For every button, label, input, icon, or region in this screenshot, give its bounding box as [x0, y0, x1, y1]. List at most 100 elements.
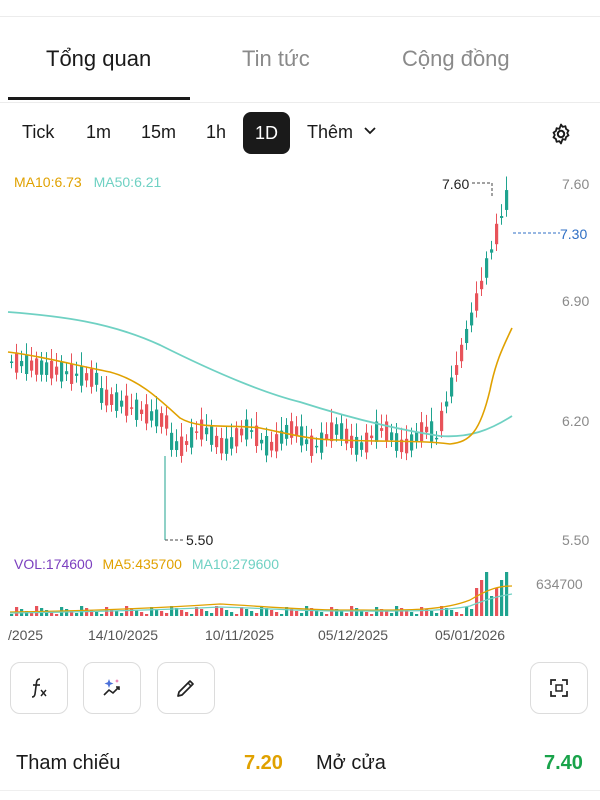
volume-bar: [120, 613, 124, 616]
indicator-function-button[interactable]: [10, 662, 68, 714]
candle-body: [200, 419, 204, 440]
candle-body: [450, 377, 454, 397]
tab-community[interactable]: Cộng đồng: [402, 46, 510, 71]
volume-bar: [150, 607, 154, 616]
volume-bar: [285, 607, 289, 616]
candle-body: [390, 432, 394, 441]
volume-bar: [320, 612, 324, 616]
candle-body: [405, 438, 409, 454]
fullscreen-button[interactable]: [530, 662, 588, 714]
candle-body: [20, 360, 24, 367]
candle-body: [30, 360, 34, 371]
volume-bar: [50, 612, 54, 616]
candle-body: [150, 411, 154, 421]
tab-overview[interactable]: Tổng quan: [46, 46, 152, 71]
candle-body: [125, 395, 129, 416]
candle-body: [255, 425, 259, 447]
volume-bar: [455, 612, 459, 616]
candle-body: [350, 435, 354, 448]
volume-bar: [215, 606, 219, 616]
candle-body: [285, 424, 289, 439]
candle-body: [105, 389, 109, 406]
volume-bar: [385, 611, 389, 616]
interval-1d[interactable]: 1D: [243, 112, 290, 154]
ai-analysis-button[interactable]: [83, 662, 141, 714]
interval-tick[interactable]: Tick: [22, 122, 55, 142]
candle-body: [195, 431, 199, 433]
candle-body: [85, 373, 89, 381]
candle-body: [265, 436, 269, 456]
candle-body: [420, 422, 424, 441]
tab-news[interactable]: Tin tức: [242, 46, 310, 71]
volume-bar: [450, 610, 454, 616]
candle-body: [135, 399, 139, 420]
volume-bar: [205, 611, 209, 616]
volume-bar: [10, 614, 14, 616]
interval-1m[interactable]: 1m: [86, 122, 112, 142]
interval-1h[interactable]: 1h: [206, 122, 227, 142]
ai-sparkle-icon: [103, 679, 120, 696]
volume-bar: [240, 607, 244, 616]
y-axis-label: 6.90: [562, 293, 590, 309]
volume-ma10-line: [9, 593, 513, 614]
volume-bar: [505, 572, 509, 616]
volume-bar: [370, 614, 374, 616]
volume-bar: [485, 572, 489, 616]
candle-body: [440, 410, 444, 432]
candle-body: [335, 424, 339, 435]
volume-bar: [25, 611, 29, 616]
more-intervals-button[interactable]: Thêm: [307, 122, 354, 142]
volume-bar: [360, 610, 364, 616]
candle-body: [480, 280, 484, 290]
y-axis-label: 5.50: [562, 532, 590, 548]
volume-bar: [280, 614, 284, 616]
candle-body: [205, 427, 209, 435]
candle-body: [225, 438, 229, 454]
volume-bar: [145, 614, 149, 616]
ma50-line: [7, 311, 513, 438]
volume-bar: [195, 607, 199, 616]
volume-bar: [210, 613, 214, 616]
chevron-down-icon[interactable]: [364, 127, 376, 135]
draw-tool-button[interactable]: [157, 662, 215, 714]
interval-15m[interactable]: 15m: [141, 122, 177, 142]
candle-body: [295, 426, 299, 436]
candle-body: [345, 428, 349, 444]
candle-body: [485, 258, 489, 278]
candle-body: [15, 352, 19, 373]
candle-body: [425, 426, 429, 433]
candle-body: [245, 419, 249, 440]
candle-body: [505, 190, 509, 210]
candle-body: [155, 409, 159, 427]
candle-body: [475, 293, 479, 311]
candle-body: [230, 437, 234, 449]
volume-ma5-line: [9, 585, 513, 613]
volume-bar: [365, 612, 369, 616]
volume-legend: VOL:174600 MA5:435700 MA10:279600: [14, 556, 279, 572]
candle-body: [280, 430, 284, 444]
volume-bar: [380, 609, 384, 616]
volume-bar: [335, 609, 339, 616]
candle-body: [495, 223, 499, 245]
volume-bar: [260, 606, 264, 616]
volume-bar: [165, 613, 169, 616]
candle-body: [180, 436, 184, 456]
stat-label-reference: Tham chiếu: [16, 752, 121, 774]
bottom-divider: [0, 790, 600, 791]
volume-bar: [190, 614, 194, 616]
tab-bar: Tổng quan Tin tức Cộng đồng: [0, 40, 600, 102]
interval-bar: Tick 1m 15m 1h 1D Thêm: [0, 112, 600, 156]
candle-body: [250, 430, 254, 432]
candle-body: [100, 388, 104, 403]
tabs-divider: [0, 102, 600, 103]
volume-bar: [275, 612, 279, 616]
candle-body: [460, 344, 464, 362]
candle-body: [375, 421, 379, 442]
gear-icon[interactable]: [549, 122, 573, 146]
candle-body: [50, 360, 54, 379]
volume-bar: [225, 610, 229, 616]
volume-bar: [245, 609, 249, 616]
volume-bar: [100, 614, 104, 616]
